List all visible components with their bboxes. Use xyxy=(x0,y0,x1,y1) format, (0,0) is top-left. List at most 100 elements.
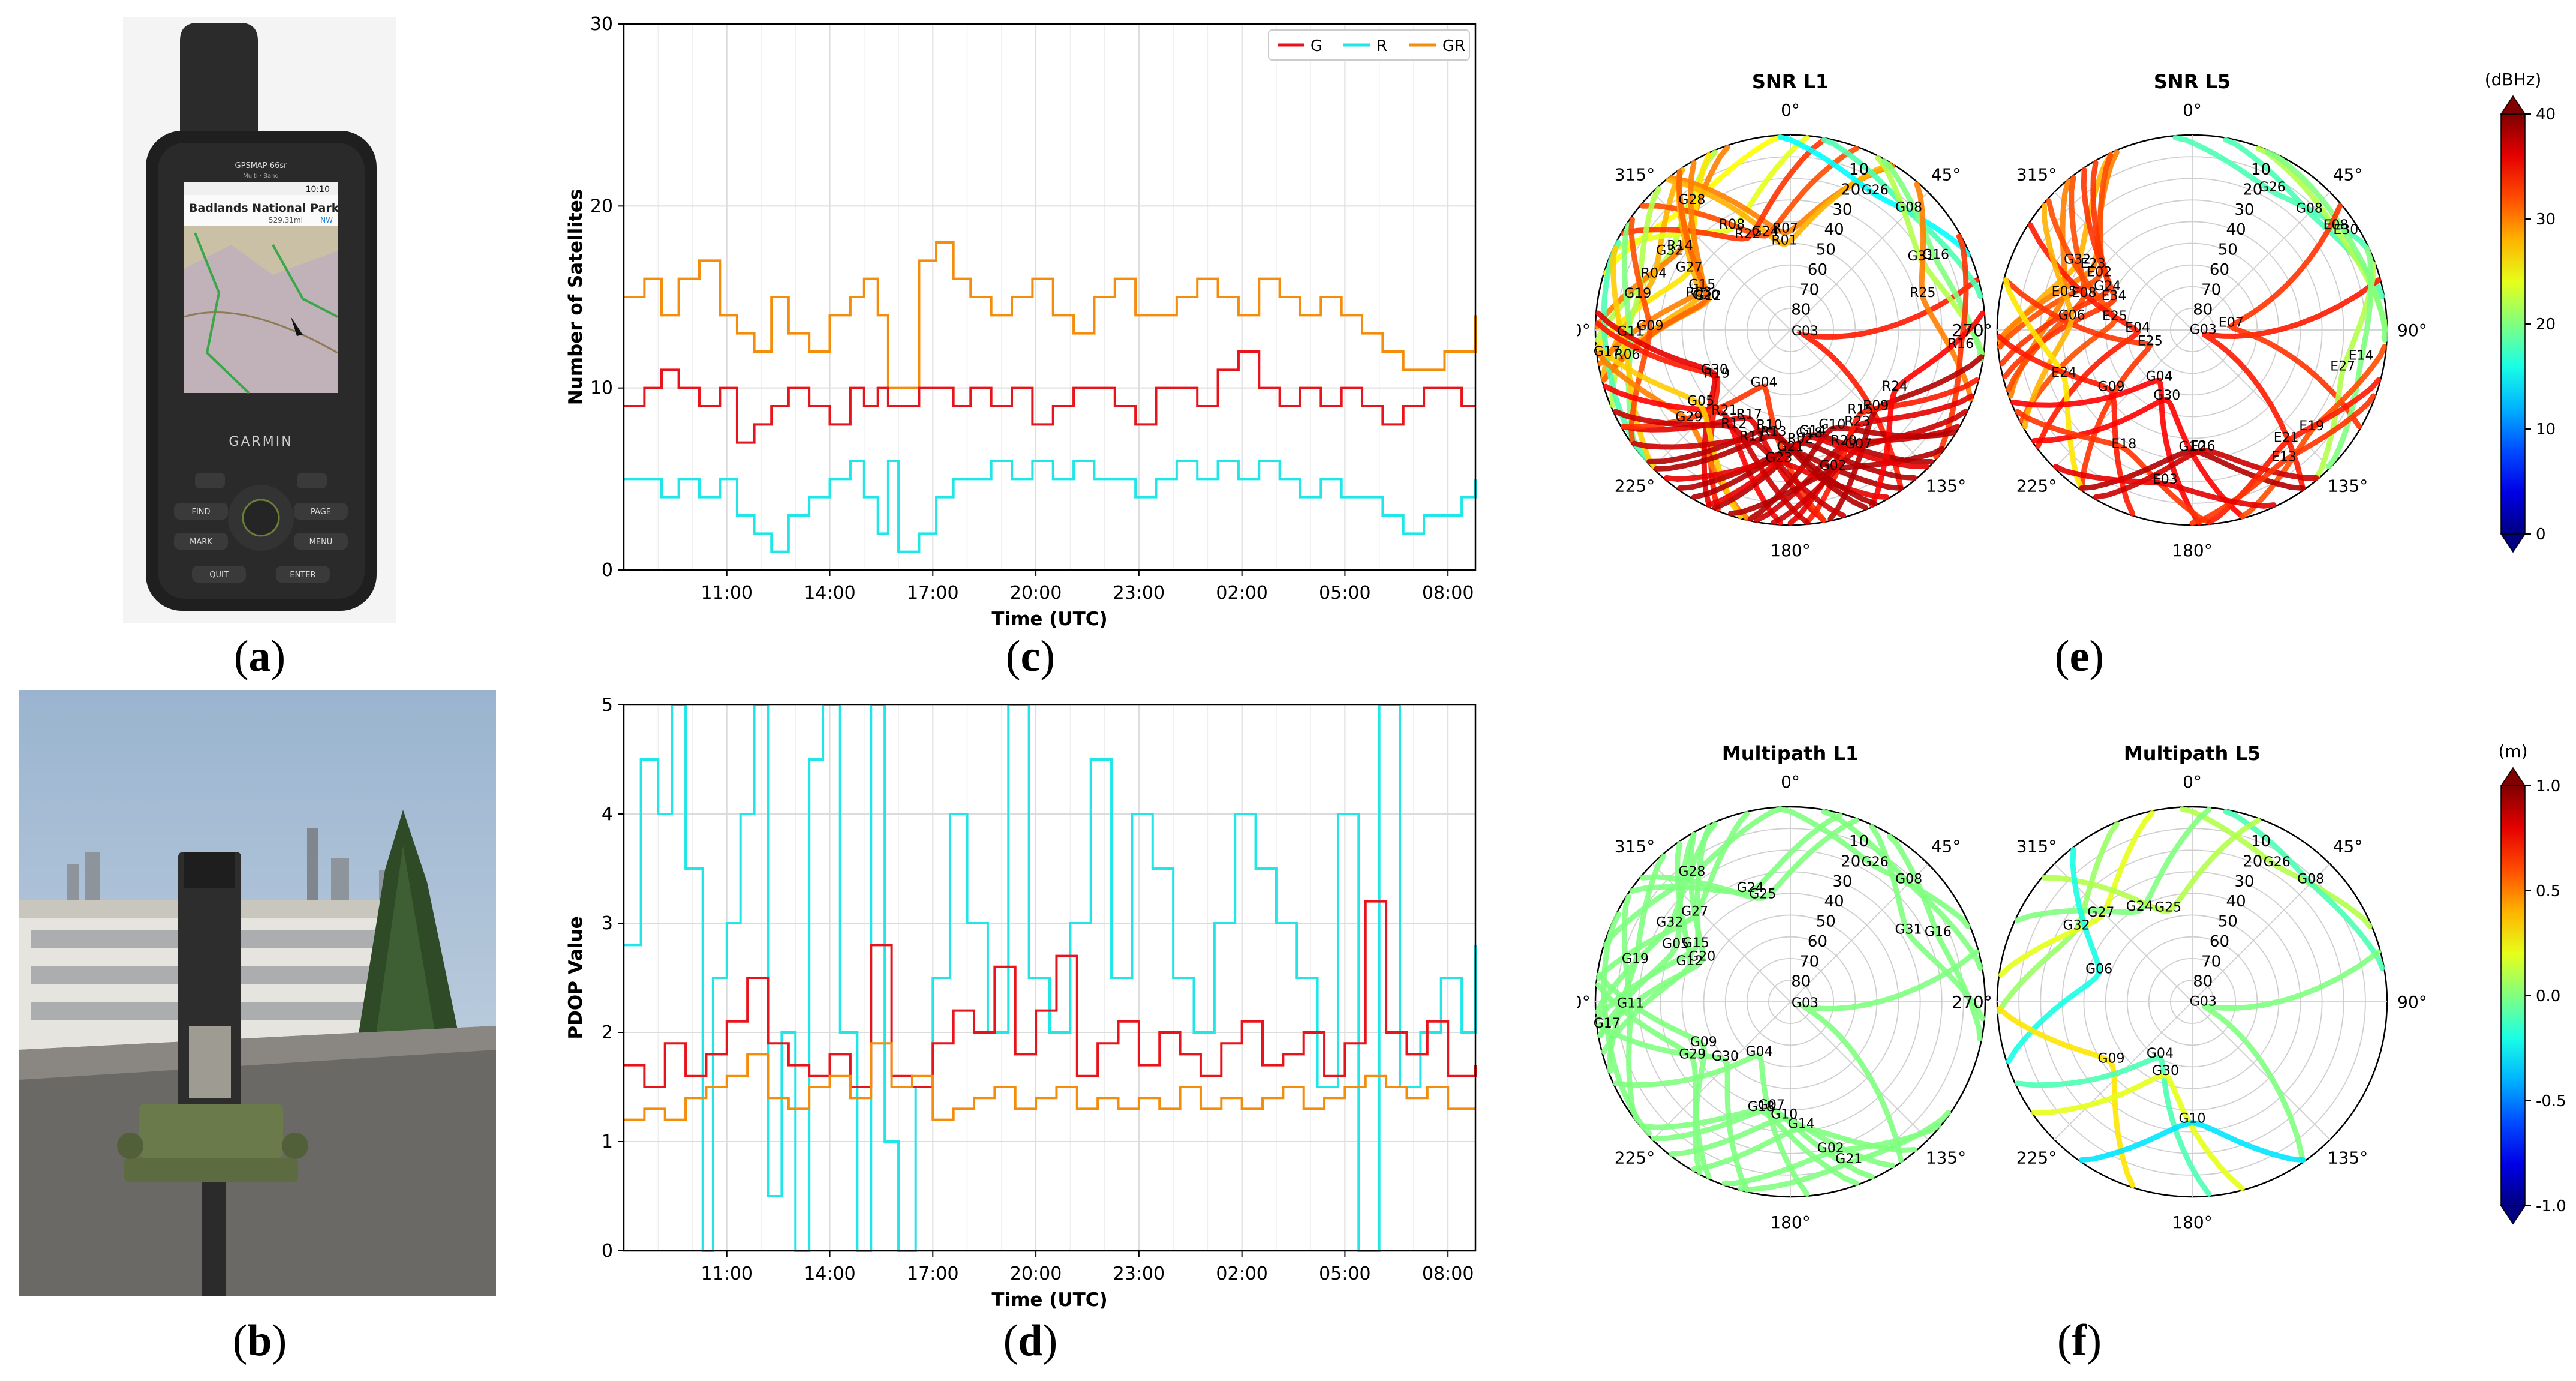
satellite-track-e02 xyxy=(1997,152,2114,350)
satellite-track-g20 xyxy=(1597,831,1706,1038)
satellite-label-g19: G19 xyxy=(1622,952,1649,967)
plot-frame xyxy=(623,23,1477,571)
satellite-track-e03 xyxy=(2053,464,2277,509)
photo-a-garmin-receiver: GPSMAP 66sr Multi · Band 10:10 Badlands … xyxy=(123,17,396,623)
satellite-label-e08b: E08 xyxy=(2072,286,2097,301)
map-title: Badlands National Park xyxy=(189,202,339,215)
satellite-track-g32 xyxy=(1595,821,1718,1015)
satellite-track-g03 xyxy=(2201,277,2382,491)
elevation-ring-label: 30 xyxy=(1832,873,1852,891)
satellite-label-r14: R14 xyxy=(1667,238,1693,253)
satellite-label-g17: G17 xyxy=(1594,1016,1621,1031)
satellite-label-g26: G26 xyxy=(1862,855,1889,870)
antenna-scene-illustration xyxy=(19,690,496,1296)
satellite-track-g04 xyxy=(2014,1055,2212,1197)
chart-c-satellite-count: 11:00 14:00 17:00 20:00 23:00 02:00 05:00 08:00… xyxy=(558,0,1493,636)
legend-label-r: R xyxy=(1376,37,1387,55)
elevation-ring-label: 40 xyxy=(2226,893,2246,911)
satellite-label-g31: G31 xyxy=(1908,249,1935,264)
azimuth-spoke xyxy=(1790,863,1929,1002)
mark-button-label: MARK xyxy=(190,538,212,547)
satellite-label-g20: G20 xyxy=(1693,288,1720,303)
x-tick-label: 14:00 xyxy=(804,583,855,604)
satellite-track-g30 xyxy=(2031,1072,2245,1191)
skyplot-title: SNR L5 xyxy=(2154,70,2231,93)
satellite-track-g06 xyxy=(2006,847,2102,1064)
y-tick-label: 4 xyxy=(602,804,613,825)
azimuth-label: 270° xyxy=(1952,992,1992,1012)
satellite-track-g18 xyxy=(1640,1108,1859,1186)
colorbar-min-extend xyxy=(2500,533,2526,553)
satellite-track-g03 xyxy=(1796,949,1980,1163)
satellite-label-e19: E19 xyxy=(2299,419,2324,434)
satellite-track-g26 xyxy=(2179,806,2373,929)
azimuth-label: 270° xyxy=(1952,320,1992,340)
y-tick-label: 0 xyxy=(602,1241,613,1262)
elevation-ring-label: 30 xyxy=(1832,201,1852,219)
satellite-track-g25 xyxy=(2042,818,2261,914)
satellite-label-g10: G10 xyxy=(1771,1107,1798,1122)
satellite-label-g04: G04 xyxy=(2147,1046,2174,1061)
satellite-label-e34: E34 xyxy=(2102,289,2127,304)
satellite-label-g32: G32 xyxy=(2063,918,2090,933)
photo-b-antenna-setup xyxy=(19,690,496,1296)
satellite-label-r24: R24 xyxy=(1882,379,1908,394)
satellite-label-g24: G24 xyxy=(2094,279,2121,294)
series-gr-line xyxy=(624,1042,1475,1121)
elevation-ring-label: 20 xyxy=(2243,181,2262,199)
satellite-label-g28: G28 xyxy=(1678,193,1705,208)
satellite-label-r10: R10 xyxy=(1756,418,1782,433)
y-axis-label: Number of Satellites xyxy=(565,189,587,405)
satellite-label-g25: G25 xyxy=(2154,900,2181,915)
satellite-track-r01 xyxy=(1666,161,1893,248)
satellite-label-g09: G09 xyxy=(1636,319,1663,334)
satellite-track-e07 xyxy=(2226,203,2362,430)
azimuth-label: 270° xyxy=(1577,992,1591,1012)
elevation-ring-label: 70 xyxy=(2201,953,2221,971)
azimuth-spoke xyxy=(1790,329,1929,469)
y-tick-label: 1 xyxy=(602,1131,613,1152)
x-tick-label: 08:00 xyxy=(1422,1263,1474,1284)
satellite-track-e24 xyxy=(2003,277,2084,491)
elevation-ring-label: 40 xyxy=(2226,221,2246,239)
satellite-label-g31: G31 xyxy=(1895,922,1922,937)
satellite-label-g32: G32 xyxy=(1656,243,1683,258)
satellite-label-g02: G02 xyxy=(1820,458,1847,473)
satellite-label-g06: G06 xyxy=(2085,962,2112,977)
satellite-track-g26 xyxy=(1777,806,1971,929)
x-tick-label: 11:00 xyxy=(701,583,753,604)
satellite-track-g04 xyxy=(1612,1053,1810,1197)
azimuth-label: 270° xyxy=(1577,320,1591,340)
satellite-label-r01: R01 xyxy=(1771,233,1797,248)
satellite-label-r23: R23 xyxy=(1844,415,1870,430)
satellite-label-g10: G10 xyxy=(1818,418,1845,433)
satellite-label-e03: E03 xyxy=(2153,472,2178,487)
caption-f: (f) xyxy=(2057,1316,2102,1365)
caption-d: (d) xyxy=(1003,1316,1058,1365)
elevation-ring-label: 50 xyxy=(2218,913,2238,931)
satellite-label-e26: E26 xyxy=(2190,439,2216,454)
elevation-ring-label: 40 xyxy=(1824,221,1844,239)
satellite-track-g25 xyxy=(1640,818,1859,901)
y-tick-label: 3 xyxy=(602,913,613,934)
satellite-label-r03: R03 xyxy=(1686,285,1712,300)
x-tick-label: 23:00 xyxy=(1113,583,1165,604)
x-tick-label: 02:00 xyxy=(1216,1263,1267,1284)
colorbar-tick-label: 0.5 xyxy=(2536,882,2560,900)
satellite-label-g29: G29 xyxy=(1679,1047,1706,1062)
azimuth-spoke xyxy=(2192,191,2331,331)
x-axis-label: Time (UTC) xyxy=(991,608,1107,630)
colorbar-tick-label: 30 xyxy=(2536,211,2556,229)
satellite-label-e21: E21 xyxy=(2274,431,2299,446)
x-tick-label: 14:00 xyxy=(804,1263,855,1284)
satellite-track-g09 xyxy=(1996,334,2136,517)
x-tick-label: 20:00 xyxy=(1010,1263,1062,1284)
satellite-label-r02: R02 xyxy=(1787,431,1813,446)
satellite-track-g16 xyxy=(1881,158,1984,363)
satellite-label-g24: G24 xyxy=(1737,881,1764,896)
satellite-track-g02 xyxy=(1721,1123,1941,1187)
satellite-track-r17 xyxy=(1620,415,1827,523)
satellite-label-g03: G03 xyxy=(1792,996,1818,1011)
